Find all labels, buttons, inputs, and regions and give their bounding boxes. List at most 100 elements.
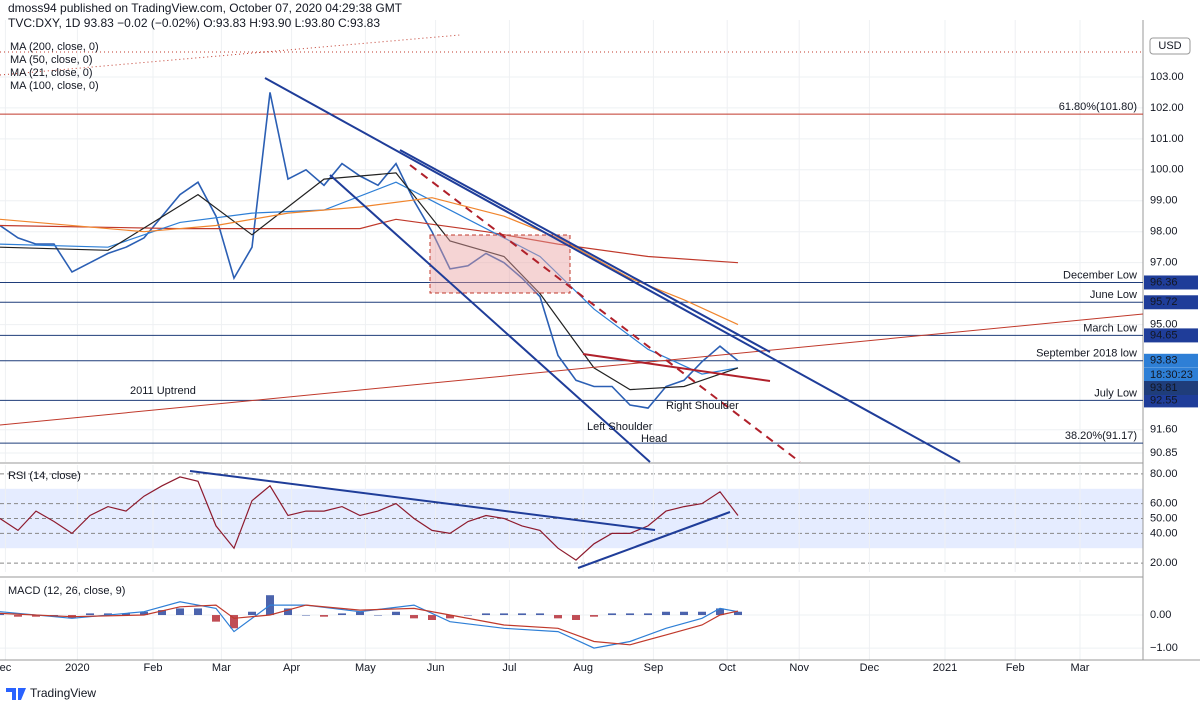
series-line bbox=[0, 476, 739, 561]
price-box-label: 92.55 bbox=[1150, 394, 1178, 406]
y-tick-label: −1.00 bbox=[1150, 642, 1178, 654]
trend-line bbox=[264, 77, 961, 463]
level-label: June Low bbox=[1090, 289, 1137, 301]
series-line bbox=[0, 601, 739, 649]
x-tick-label: Jun bbox=[427, 662, 445, 674]
y-tick-label: 50.00 bbox=[1150, 512, 1178, 524]
histogram-bar bbox=[0, 613, 4, 616]
level-label: December Low bbox=[1063, 269, 1137, 281]
level-label: 61.80%(101.80) bbox=[1059, 101, 1137, 113]
trend-line bbox=[0, 313, 1144, 426]
layer: 103.00 102.00 101.00 100.00 99.00 98.00 97.00 9… bbox=[0, 41, 1198, 674]
histogram-bar bbox=[302, 615, 310, 616]
trend-line bbox=[577, 511, 731, 569]
price-tag-label: 18:30:23 bbox=[1150, 369, 1193, 381]
histogram-bar bbox=[14, 615, 22, 617]
legend-entry: MA (21, close, 0) bbox=[10, 67, 93, 79]
x-tick-label: Dec bbox=[860, 662, 880, 674]
y-tick-label: 0.00 bbox=[1150, 609, 1171, 621]
logo: TradingView bbox=[30, 686, 96, 700]
histogram-bar bbox=[194, 608, 202, 616]
histogram-bar bbox=[284, 608, 292, 616]
histogram-bar bbox=[392, 611, 400, 616]
level-label: March Low bbox=[1083, 322, 1137, 334]
annotation: Head bbox=[641, 433, 667, 445]
range-box bbox=[429, 234, 571, 294]
price-box bbox=[1144, 353, 1198, 368]
histogram-bar bbox=[446, 615, 454, 619]
x-tick-label: Mar bbox=[1071, 662, 1090, 674]
histogram-bar bbox=[572, 615, 580, 620]
histogram-bar bbox=[464, 615, 472, 616]
annotation: Left Shoulder bbox=[587, 421, 653, 433]
histogram-bar bbox=[644, 613, 652, 616]
annotation: Right Shoulder bbox=[666, 400, 739, 412]
histogram-bar bbox=[122, 613, 130, 616]
y-tick-label: 40.00 bbox=[1150, 527, 1178, 539]
annotation: 2011 Uptrend bbox=[130, 385, 196, 397]
histogram-bar bbox=[716, 608, 724, 616]
x-tick-label: Aug bbox=[573, 662, 593, 674]
histogram-bar bbox=[320, 615, 328, 617]
histogram-bar bbox=[734, 611, 742, 616]
histogram-bar bbox=[176, 608, 184, 616]
x-tick-label: Mar bbox=[212, 662, 231, 674]
histogram-bar bbox=[356, 611, 364, 616]
y-tick-label: 98.00 bbox=[1150, 226, 1178, 238]
y-tick-label: 80.00 bbox=[1150, 468, 1178, 480]
histogram-bar bbox=[140, 611, 148, 616]
histogram-bar bbox=[680, 611, 688, 616]
y-tick-label: 99.00 bbox=[1150, 195, 1178, 207]
histogram-bar bbox=[410, 615, 418, 619]
logo-icon bbox=[6, 688, 26, 700]
histogram-bar bbox=[590, 615, 598, 617]
price-box-label: 94.65 bbox=[1150, 329, 1178, 341]
price-tag-label: 93.81 bbox=[1150, 382, 1178, 394]
price-box bbox=[1144, 275, 1198, 290]
trend-line bbox=[409, 164, 801, 463]
price-box bbox=[1144, 295, 1198, 310]
currency-box bbox=[1149, 37, 1191, 55]
histogram-bar bbox=[248, 611, 256, 616]
histogram-bar bbox=[554, 615, 562, 619]
trend-line bbox=[399, 149, 771, 353]
symbol-line: TVC:DXY, 1D 93.83 −0.02 (−0.02%) O:93.83… bbox=[8, 16, 380, 30]
legend-entry: MA (50, close, 0) bbox=[10, 54, 93, 66]
y-tick-label: 20.00 bbox=[1150, 557, 1178, 569]
histogram-bar bbox=[428, 615, 436, 620]
x-tick-label: Feb bbox=[144, 662, 163, 674]
x-tick-label: Apr bbox=[283, 662, 300, 674]
y-tick-label: 102.00 bbox=[1150, 102, 1184, 114]
price-box bbox=[1144, 393, 1198, 408]
histogram-bar bbox=[626, 613, 634, 616]
price-box-label: 93.83 bbox=[1150, 355, 1178, 367]
author-line: dmoss94 published on TradingView.com, Oc… bbox=[8, 1, 403, 15]
price-box bbox=[1144, 328, 1198, 343]
price-box-label: 95.72 bbox=[1150, 296, 1178, 308]
histogram-bar bbox=[482, 613, 490, 616]
series-line bbox=[0, 218, 739, 264]
trend-line bbox=[0, 34, 461, 76]
level-label: July Low bbox=[1094, 387, 1137, 399]
histogram-bar bbox=[662, 611, 670, 616]
price-tag bbox=[1144, 381, 1198, 395]
neckline bbox=[582, 353, 771, 382]
level-label: September 2018 low bbox=[1036, 348, 1137, 360]
legend-entry: MA (100, close, 0) bbox=[10, 80, 99, 92]
y-tick-label: 95.00 bbox=[1150, 318, 1178, 330]
pane-title: RSI (14, close) bbox=[8, 470, 81, 482]
x-tick-label: 2021 bbox=[933, 662, 957, 674]
pane-title: MACD (12, 26, close, 9) bbox=[8, 585, 125, 597]
level-label: 38.20%(91.17) bbox=[1065, 430, 1137, 442]
x-tick-label: 2020 bbox=[65, 662, 89, 674]
histogram-bar bbox=[374, 615, 382, 616]
legend-entry: MA (200, close, 0) bbox=[10, 41, 99, 53]
x-tick-label: Oct bbox=[719, 662, 736, 674]
x-tick-label: Jul bbox=[502, 662, 516, 674]
x-tick-label: May bbox=[355, 662, 376, 674]
trend-line bbox=[329, 174, 651, 463]
histogram-bar bbox=[518, 613, 526, 616]
histogram-bar bbox=[158, 610, 166, 616]
histogram-bar bbox=[230, 615, 238, 629]
